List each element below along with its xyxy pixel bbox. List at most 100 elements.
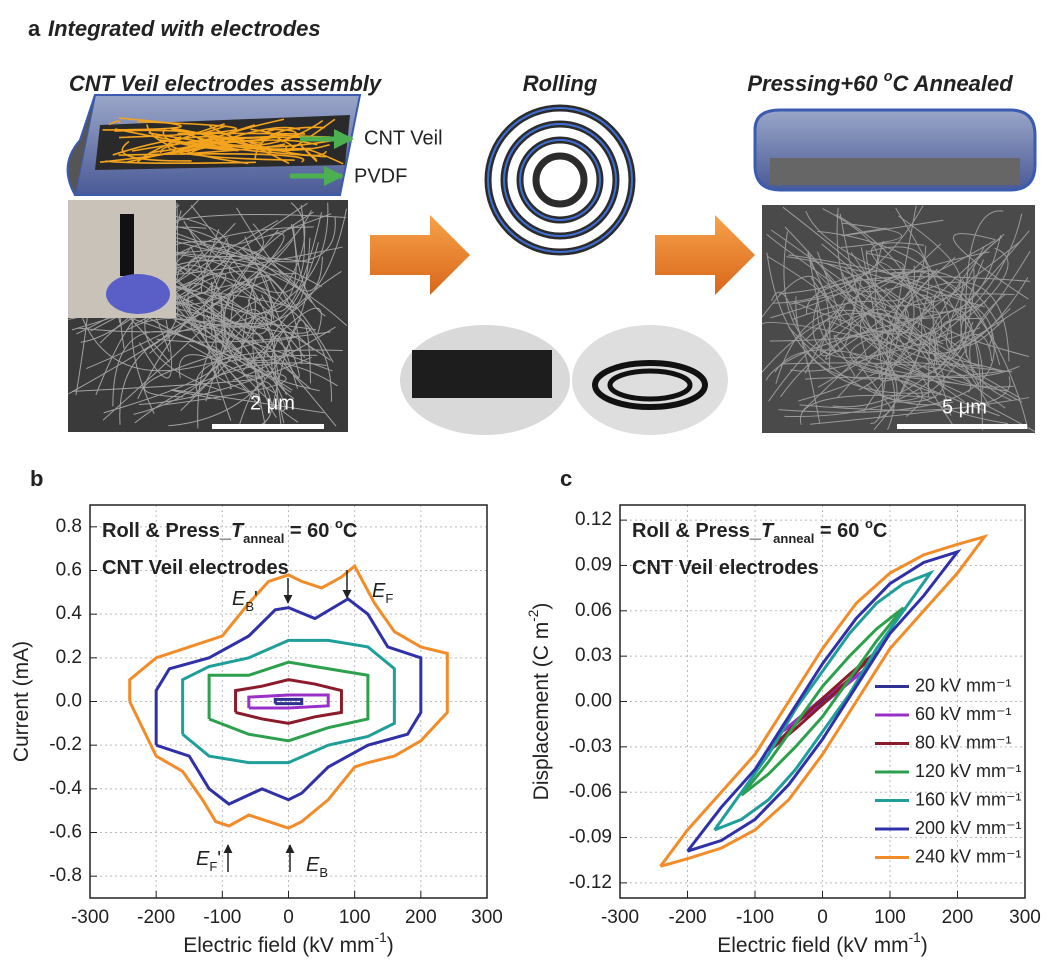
marker-label-part: B xyxy=(245,599,254,614)
marker-label-part: ' xyxy=(217,848,221,870)
marker-label: EF xyxy=(372,580,393,606)
step-title-part: C Annealed xyxy=(892,71,1013,96)
y-axis-title-part: Current (mA) xyxy=(10,641,33,762)
panel-label: a xyxy=(28,16,41,41)
legend-label: 160 kV mm⁻¹ xyxy=(915,789,1022,809)
panel-title: Integrated with electrodes xyxy=(48,16,321,41)
layer-label: PVDF xyxy=(354,165,407,187)
legend-label: 80 kV mm⁻¹ xyxy=(915,732,1012,752)
x-tick-label: 100 xyxy=(339,907,371,928)
annotation-part: CNT Veil electrodes xyxy=(102,557,289,579)
panel-label: b xyxy=(30,466,43,491)
annotation: Roll & Press_Tanneal = 60 oC xyxy=(102,516,357,546)
annotation-part: C xyxy=(873,520,887,542)
annotation-part: = 60 xyxy=(814,520,865,542)
marker-label: EF' xyxy=(196,848,221,874)
x-tick-label: -100 xyxy=(736,907,774,928)
y-tick-label: 0.0 xyxy=(56,691,82,712)
y-tick-label: -0.03 xyxy=(569,736,612,757)
step-title-part: o xyxy=(884,69,893,85)
y-tick-label: 0.06 xyxy=(575,600,612,621)
x-axis-title: Electric field (kV mm-1) xyxy=(183,930,394,956)
x-tick-label: -300 xyxy=(71,907,109,928)
y-axis-title-part: Displacement (C m xyxy=(530,622,553,801)
step-title-part: Pressing+60 xyxy=(747,71,883,96)
annotation-part: C xyxy=(343,520,357,542)
y-tick-label: 0.4 xyxy=(56,603,83,624)
x-tick-label: -200 xyxy=(668,907,706,928)
annotation: CNT Veil electrodes xyxy=(632,557,819,579)
annotation-part: Roll & Press_ xyxy=(102,520,232,542)
y-tick-label: 0.8 xyxy=(56,516,82,537)
annotation-part: = 60 xyxy=(284,520,335,542)
panel-a-art xyxy=(68,95,1035,435)
step-title: CNT Veil electrodes assembly xyxy=(69,71,383,96)
marker-label-part: ' xyxy=(254,588,258,610)
x-axis-title-part: -1 xyxy=(375,930,387,945)
y-tick-label: 0.2 xyxy=(56,647,82,668)
scale-bar-label: 5 μm xyxy=(942,396,987,418)
step-title: Pressing+60 oC Annealed xyxy=(747,69,1013,96)
legend-label: 60 kV mm⁻¹ xyxy=(915,704,1012,724)
marker-label-part: E xyxy=(232,588,246,610)
marker-label-part: B xyxy=(319,865,328,880)
annotation: Roll & Press_Tanneal = 60 oC xyxy=(632,516,887,546)
y-tick-label: 0.09 xyxy=(575,554,612,575)
y-tick-label: 0.6 xyxy=(56,560,82,581)
x-tick-label: 0 xyxy=(817,907,828,928)
annotation-part: o xyxy=(865,516,873,531)
step-title-part: CNT Veil electrodes assembly xyxy=(69,71,383,96)
y-tick-label: 0.12 xyxy=(575,509,612,530)
layer-label: CNT Veil xyxy=(364,127,443,149)
x-axis-title-part: -1 xyxy=(909,930,921,945)
panel-label: c xyxy=(560,466,572,491)
legend-label: 120 kV mm⁻¹ xyxy=(915,761,1022,781)
marker-label: EB' xyxy=(232,588,258,614)
marker-label-part: E xyxy=(196,848,210,870)
x-axis-title-part: Electric field (kV mm xyxy=(183,934,374,957)
legend-label: 20 kV mm⁻¹ xyxy=(915,675,1012,695)
marker-label-part: F xyxy=(385,591,393,606)
x-tick-label: -300 xyxy=(601,907,639,928)
y-tick-label: -0.12 xyxy=(569,872,612,893)
y-axis-title: Displacement (C m-2) xyxy=(526,603,552,801)
legend-label: 240 kV mm⁻¹ xyxy=(915,846,1022,866)
y-tick-label: -0.09 xyxy=(569,827,612,848)
y-tick-label: -0.4 xyxy=(49,778,82,799)
scale-bar-label: 2 μm xyxy=(250,392,295,414)
x-axis-title-part: Electric field (kV mm xyxy=(717,934,908,957)
annotation-part: CNT Veil electrodes xyxy=(632,557,819,579)
x-tick-label: 200 xyxy=(405,907,437,928)
marker-label-part: E xyxy=(306,854,320,876)
marker-label-part: E xyxy=(372,580,386,602)
annotation-part: Roll & Press_ xyxy=(632,520,762,542)
y-axis-title-part: ) xyxy=(530,603,553,610)
y-tick-label: -0.2 xyxy=(49,734,82,755)
x-tick-label: -100 xyxy=(203,907,241,928)
x-tick-label: 0 xyxy=(283,907,294,928)
x-tick-label: 100 xyxy=(874,907,906,928)
x-axis-title-part: ) xyxy=(387,934,394,957)
y-tick-label: -0.8 xyxy=(49,865,82,886)
marker-label: EB xyxy=(306,854,328,880)
x-axis-title: Electric field (kV mm-1) xyxy=(717,930,928,956)
annotation-part: anneal xyxy=(243,531,284,546)
legend-label: 200 kV mm⁻¹ xyxy=(915,818,1022,838)
y-tick-label: 0.00 xyxy=(575,691,612,712)
figure: a Integrated with electrodes CNT Veil PV… xyxy=(0,0,1049,962)
x-tick-label: 300 xyxy=(471,907,503,928)
y-tick-label: -0.06 xyxy=(569,781,612,802)
step-title-part: Rolling xyxy=(523,71,598,96)
y-tick-label: -0.6 xyxy=(49,822,82,843)
y-tick-label: 0.03 xyxy=(575,645,612,666)
marker-label-part: F xyxy=(209,859,217,874)
x-axis-title-part: ) xyxy=(921,934,928,957)
y-axis-title: Current (mA) xyxy=(10,641,33,762)
annotation: CNT Veil electrodes xyxy=(102,557,289,579)
x-tick-label: 200 xyxy=(942,907,974,928)
y-axis-title-part: -2 xyxy=(526,610,541,622)
x-tick-label: -200 xyxy=(137,907,175,928)
annotation-part: anneal xyxy=(773,531,814,546)
x-tick-label: 300 xyxy=(1009,907,1041,928)
step-title: Rolling xyxy=(523,71,598,96)
